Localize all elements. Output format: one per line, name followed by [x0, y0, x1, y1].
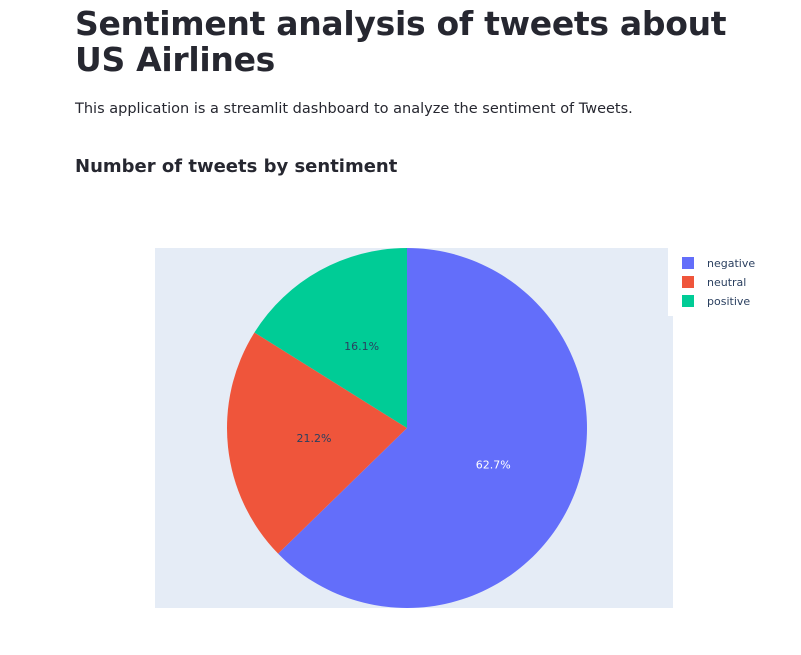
pie-label-negative: 62.7%: [476, 458, 511, 471]
pie-slice-positive[interactable]: [254, 248, 407, 428]
pie-slices: [227, 248, 587, 608]
pie-slice-neutral[interactable]: [227, 332, 407, 554]
page-description: This application is a streamlit dashboar…: [75, 101, 633, 117]
legend-swatch-neutral[interactable]: [682, 276, 694, 288]
legend-swatch-positive[interactable]: [682, 295, 694, 307]
pie-label-neutral: 21.2%: [296, 432, 331, 445]
section-title: Number of tweets by sentiment: [75, 156, 398, 177]
page-title: Sentiment analysis of tweets about US Ai…: [75, 4, 727, 79]
pie-label-positive: 16.1%: [344, 340, 379, 353]
legend-label-positive[interactable]: positive: [707, 295, 750, 308]
legend-swatch-negative[interactable]: [682, 257, 694, 269]
pie-slice-negative[interactable]: [278, 248, 587, 608]
pie-slice-labels: 62.7% 21.2% 16.1%: [296, 340, 510, 471]
legend-label-negative[interactable]: negative: [707, 257, 755, 270]
legend: negative neutral positive: [682, 257, 755, 308]
legend-label-neutral[interactable]: neutral: [707, 276, 746, 289]
